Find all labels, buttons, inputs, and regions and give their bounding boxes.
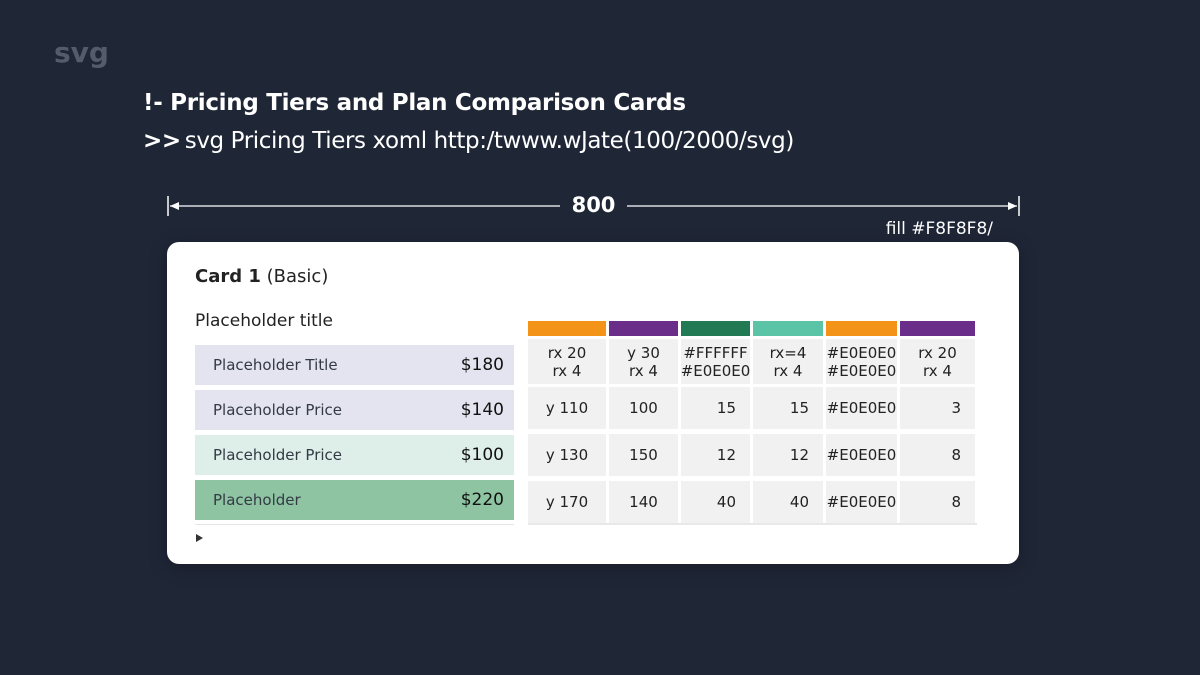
plan-row[interactable]: Placeholder Title $180	[195, 345, 514, 385]
grid-cell: 140	[609, 481, 678, 523]
section-title: Placeholder title	[195, 311, 333, 331]
grid-cell: #E0E0E0	[826, 481, 897, 523]
grid-cell: 40	[753, 481, 823, 523]
grid-cell: #E0E0E0	[826, 387, 897, 429]
card-title-rest: (Basic)	[260, 266, 329, 287]
grid-header-cell: rx=4 rx 4	[753, 339, 823, 384]
column-color-swatch	[609, 321, 678, 336]
plan-price: $140	[460, 400, 504, 420]
grid-cell: 15	[753, 387, 823, 429]
grid-row: y 110 100 15 15 #E0E0E0 3	[528, 387, 977, 429]
plan-row[interactable]: Placeholder Price $100	[195, 435, 514, 475]
corner-label: svg	[54, 36, 109, 69]
arrow-left-icon	[170, 202, 179, 210]
list-divider	[195, 524, 514, 525]
plan-price: $220	[460, 490, 504, 510]
plan-price: $180	[460, 355, 504, 375]
arrow-right-icon	[1008, 202, 1017, 210]
grid-header-cell: y 30 rx 4	[609, 339, 678, 384]
column-color-swatch	[681, 321, 750, 336]
grid-cell: #E0E0E0	[826, 434, 897, 476]
grid-cell: 150	[609, 434, 678, 476]
subheading-text: svg Pricing Tiers xoml http:/twww.wJate(…	[184, 128, 795, 154]
card-title: Card 1 (Basic)	[195, 266, 328, 287]
pricing-card: Card 1 (Basic) Placeholder title Placeho…	[167, 242, 1019, 564]
plan-list: Placeholder Title $180 Placeholder Price…	[195, 345, 514, 525]
grid-cell: 8	[900, 434, 975, 476]
plan-price: $100	[460, 445, 504, 465]
plan-name: Placeholder	[213, 491, 301, 509]
plan-name: Placeholder Title	[213, 356, 338, 374]
column-color-swatch	[528, 321, 606, 336]
column-color-swatch	[826, 321, 897, 336]
grid-cell: 3	[900, 387, 975, 429]
grid-cell: 8	[900, 481, 975, 523]
plan-name: Placeholder Price	[213, 401, 343, 419]
grid-row: y 130 150 12 12 #E0E0E0 8	[528, 434, 977, 476]
grid-cell: 12	[753, 434, 823, 476]
play-icon[interactable]	[196, 534, 203, 542]
grid-cell: 15	[681, 387, 750, 429]
plan-row[interactable]: Placeholder Price $140	[195, 390, 514, 430]
grid-divider	[528, 523, 977, 525]
column-color-swatch	[900, 321, 975, 336]
grid-header-cell: rx 20 rx 4	[900, 339, 975, 384]
grid-cell: y 130	[528, 434, 606, 476]
grid-header-cell: #FFFFFF #E0E0E0	[681, 339, 750, 384]
page-heading: !- Pricing Tiers and Plan Comparison Car…	[143, 90, 686, 116]
width-dimension: 800	[167, 190, 1020, 222]
grid-header-cell: #E0E0E0 #E0E0E0	[826, 339, 897, 384]
grid-cell: 100	[609, 387, 678, 429]
grid-cell: 12	[681, 434, 750, 476]
fill-note: fill #F8F8F8/	[885, 219, 993, 239]
prompt-chevrons: >>	[143, 128, 181, 154]
grid-cell: y 110	[528, 387, 606, 429]
column-color-swatch	[753, 321, 823, 336]
page-subheading: >> svg Pricing Tiers xoml http:/twww.wJat…	[143, 128, 794, 154]
grid-cell: 40	[681, 481, 750, 523]
plan-row[interactable]: Placeholder $220	[195, 480, 514, 520]
plan-name: Placeholder Price	[213, 446, 343, 464]
grid-cell: y 170	[528, 481, 606, 523]
column-color-bar	[528, 321, 977, 336]
dimension-value: 800	[559, 193, 628, 217]
card-title-bold: Card 1	[195, 266, 261, 287]
grid-header-cell: rx 20 rx 4	[528, 339, 606, 384]
grid-row: y 170 140 40 40 #E0E0E0 8	[528, 481, 977, 523]
